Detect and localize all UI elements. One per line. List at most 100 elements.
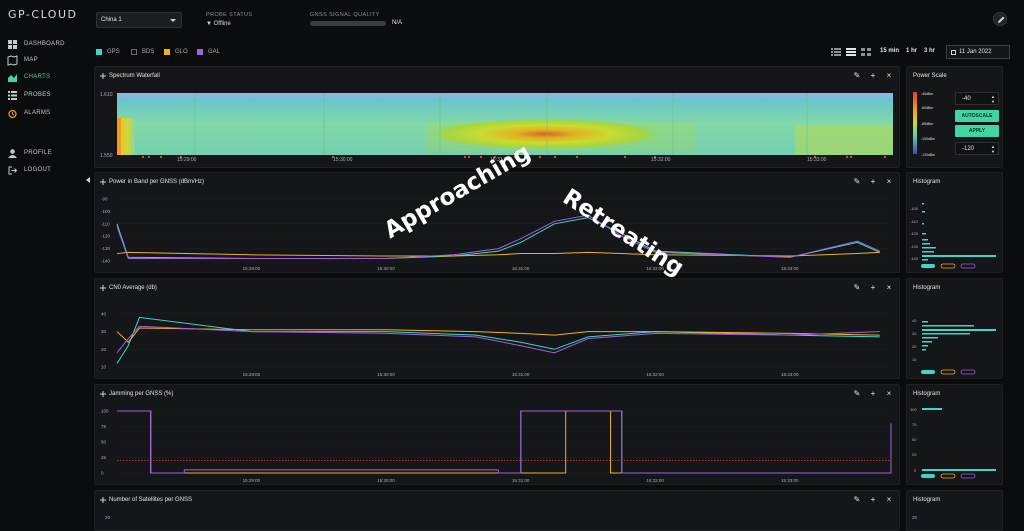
hist-toggle-gal[interactable]: [960, 263, 976, 269]
probe-status-text: Offline: [213, 21, 231, 27]
gnss-quality-label: GNSS SIGNAL QUALITY: [310, 12, 380, 18]
close-icon[interactable]: ×: [886, 71, 892, 80]
hist-toggle-gps[interactable]: [921, 370, 935, 374]
legend-gal[interactable]: GAL: [197, 47, 220, 56]
series-line-gps: [116, 316, 880, 364]
list-view-icon[interactable]: [831, 48, 841, 56]
waterfall-chart: 15:29:00 15:30:00 15:31:00 15:32:00 15:3…: [117, 93, 893, 163]
hist-bars: [922, 203, 996, 261]
legend-bds[interactable]: BDS: [131, 47, 154, 56]
autoscale-button[interactable]: AUTOSCALE: [955, 110, 999, 122]
region-select[interactable]: China 1: [96, 12, 182, 28]
scale-min-input[interactable]: -120 ▲ ▼: [955, 142, 999, 155]
hist-toggle-gal[interactable]: [960, 473, 976, 479]
legend-gps[interactable]: GPS: [96, 47, 120, 56]
power-chart: -90 -100 -110 -120 -130 -140 15:29:00 15:30:00 1…: [101, 197, 891, 271]
add-icon[interactable]: +: [870, 389, 876, 398]
panel-title: Number of Satellites per GNSS: [109, 497, 193, 503]
wifi-icon: ▼: [206, 21, 212, 27]
x-tick: 15:30:00: [333, 157, 353, 163]
y-tick-label: -90: [101, 197, 108, 202]
legend-label: GLO: [175, 48, 188, 55]
legend-glo[interactable]: GLO: [164, 47, 188, 56]
panel-title: CN0 Average (db): [109, 285, 157, 291]
nav-probes[interactable]: PROBES: [8, 88, 51, 102]
checkbox-icon: [96, 48, 102, 55]
nav-map[interactable]: MAP: [7, 53, 38, 67]
hist-toggle-gal[interactable]: [960, 369, 976, 375]
histogram-title: Histogram: [913, 179, 941, 185]
x-tick-label: 15:31:00: [512, 266, 530, 271]
waterfall-stripes: [194, 93, 808, 155]
waterfall-markers: [141, 155, 887, 159]
scale-label: -45dBm: [921, 92, 933, 96]
hist-toggle-gps[interactable]: [921, 474, 935, 478]
panel-title: Power in Band per GNSS (dBm/Hz): [109, 179, 205, 185]
add-icon[interactable]: +: [870, 71, 876, 80]
x-tick: 15:29:00: [177, 157, 197, 163]
pin-icon[interactable]: ✎: [853, 283, 861, 292]
histogram-title: Histogram: [913, 497, 941, 503]
hist-tick: -130: [910, 244, 919, 249]
hist-toggle-gps[interactable]: [921, 264, 935, 268]
power-scale-panel: Power Scale -45dBm -60dBm -85dBm -100dBm…: [906, 66, 1003, 168]
y-tick-label: 20: [101, 347, 107, 352]
nav-profile[interactable]: PROFILE: [8, 146, 52, 160]
scale-label: -60dBm: [921, 106, 933, 110]
probe-status-label: PROBE STATUS: [206, 12, 253, 18]
logout-icon: [8, 166, 18, 174]
time-3hr-button[interactable]: 3 hr: [924, 48, 936, 54]
nav-logout[interactable]: LOGOUT: [8, 163, 51, 177]
stack-view-icon[interactable]: [846, 48, 856, 56]
move-icon[interactable]: [100, 391, 106, 397]
x-tick-label: 15:30:00: [377, 266, 395, 271]
checkbox-icon: [131, 48, 137, 55]
nav-dashboard[interactable]: DASHBOARD: [8, 37, 65, 51]
hist-tick: -110: [910, 219, 918, 224]
nav-label: ALARMS: [24, 110, 51, 116]
probe-status-value: ▼ Offline: [206, 21, 231, 27]
hist-toggle-glo[interactable]: [940, 473, 956, 479]
grid-view-icon[interactable]: [861, 48, 871, 56]
cn0-panel: CN0 Average (db) ✎ + × 40 30 20 10 15:29:00 15:…: [94, 278, 900, 379]
stepper-icon[interactable]: ▲ ▼: [991, 144, 995, 154]
pin-icon[interactable]: ✎: [853, 495, 861, 504]
close-icon[interactable]: ×: [886, 177, 892, 186]
add-icon[interactable]: +: [870, 177, 876, 186]
scale-max-input[interactable]: -40 ▲ ▼: [955, 92, 999, 105]
date-picker[interactable]: 11 Jan 2022: [946, 45, 1010, 59]
hist-tick: 0: [914, 468, 917, 473]
power-histogram: -100 -110 -120 -130 -140: [910, 203, 996, 269]
series-line-glo: [116, 251, 880, 257]
hist-tick: 75: [912, 422, 917, 427]
collapse-sidebar-icon[interactable]: [86, 177, 90, 183]
edit-button[interactable]: [993, 12, 1007, 26]
calendar-icon: [951, 50, 956, 55]
nav-alarms[interactable]: ALARMS: [8, 106, 50, 120]
pin-icon[interactable]: ✎: [853, 389, 861, 398]
time-15min-button[interactable]: 15 min: [880, 48, 900, 54]
move-icon[interactable]: [100, 179, 106, 185]
add-icon[interactable]: +: [870, 283, 876, 292]
x-tick-label: 15:31:00: [512, 372, 530, 377]
pin-icon[interactable]: ✎: [853, 71, 861, 80]
pin-icon[interactable]: ✎: [853, 177, 861, 186]
power-histogram-panel: Histogram -100 -110 -120 -130 -140: [906, 172, 1003, 273]
hist-toggle-glo[interactable]: [940, 369, 956, 375]
y-tick-label: 0: [101, 471, 104, 476]
move-icon[interactable]: [100, 73, 106, 79]
move-icon[interactable]: [100, 285, 106, 291]
x-tick-label: 15:33:00: [781, 266, 799, 271]
close-icon[interactable]: ×: [886, 389, 892, 398]
hist-toggle-glo[interactable]: [940, 263, 956, 269]
add-icon[interactable]: +: [870, 495, 876, 504]
close-icon[interactable]: ×: [886, 495, 892, 504]
time-1hr-button[interactable]: 1 hr: [906, 48, 918, 54]
nav-charts[interactable]: CHARTS: [8, 70, 50, 84]
close-icon[interactable]: ×: [886, 283, 892, 292]
stepper-icon[interactable]: ▲ ▼: [991, 94, 995, 104]
x-tick-label: 15:33:00: [781, 372, 799, 377]
apply-button[interactable]: APPLY: [955, 125, 999, 137]
move-icon[interactable]: [100, 497, 106, 503]
hist-tick: 40: [912, 318, 917, 323]
